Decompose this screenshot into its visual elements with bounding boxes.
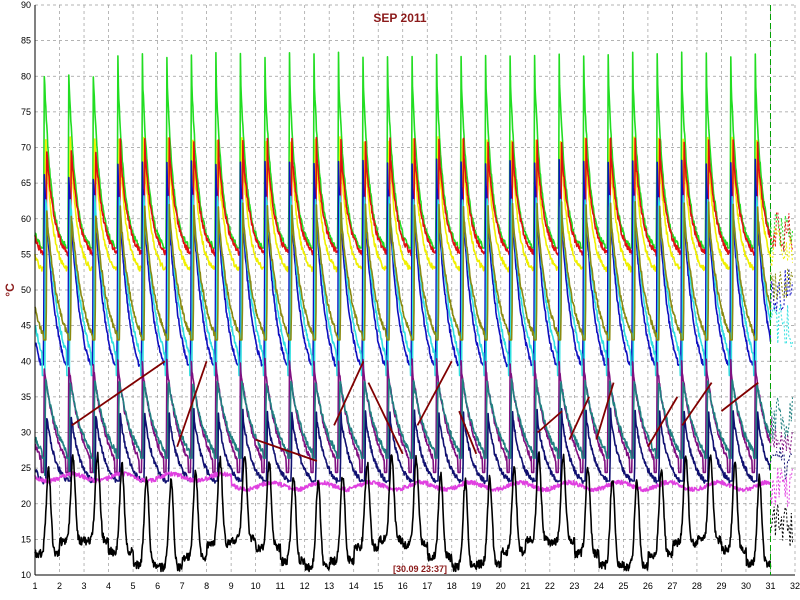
x-tick-label: 26 <box>643 581 653 591</box>
forecast-line-navy <box>770 446 793 480</box>
x-tick-label: 5 <box>131 581 136 591</box>
series-line-magenta <box>34 471 772 493</box>
x-tick-label: 1 <box>32 581 37 591</box>
x-tick-label: 20 <box>496 581 506 591</box>
forecast-line-cyan <box>770 304 793 347</box>
y-tick-label: 65 <box>21 178 31 188</box>
y-tick-label: 35 <box>21 392 31 402</box>
x-tick-label: 16 <box>398 581 408 591</box>
forecast-line-magenta <box>770 467 793 508</box>
x-tick-label: 4 <box>106 581 111 591</box>
x-tick-label: 9 <box>229 581 234 591</box>
series-line-black <box>34 451 772 573</box>
trend-segment <box>568 396 590 441</box>
x-tick-label: 17 <box>422 581 432 591</box>
y-tick-label: 15 <box>21 534 31 544</box>
x-tick-label: 31 <box>765 581 775 591</box>
y-tick-label: 80 <box>21 71 31 81</box>
y-tick-label: 60 <box>21 214 31 224</box>
x-tick-label: 22 <box>545 581 555 591</box>
x-tick-label: 8 <box>204 581 209 591</box>
y-tick-label: 45 <box>21 321 31 331</box>
y-tick-label: 30 <box>21 428 31 438</box>
forecast-line-red <box>770 211 793 252</box>
trend-segment <box>333 360 365 426</box>
trend-segment <box>416 360 453 426</box>
series-line-red <box>34 136 771 257</box>
forecast-line-green <box>770 213 793 253</box>
trend-segment <box>367 382 404 455</box>
trend-segment <box>176 360 208 448</box>
x-tick-label: 28 <box>692 581 702 591</box>
x-tick-label: 15 <box>373 581 383 591</box>
x-tick-label: 10 <box>251 581 261 591</box>
forecast-line-purple <box>770 417 793 453</box>
x-tick-label: 13 <box>324 581 334 591</box>
x-tick-label: 6 <box>155 581 160 591</box>
forecast-line-yellow <box>770 226 793 267</box>
x-tick-labels: 1 2 3 4 5 6 7 8 9 10 11 12 13 14 15 16 17 18 19 20 21 22 23 24 2… <box>32 581 800 591</box>
y-tick-label: 75 <box>21 107 31 117</box>
y-axis-label: °C <box>3 283 17 297</box>
x-tick-label: 32 <box>790 581 800 591</box>
x-tick-label: 7 <box>180 581 185 591</box>
x-tick-label: 19 <box>471 581 481 591</box>
y-tick-label: 40 <box>21 356 31 366</box>
y-tick-labels: 10 15 20 25 30 35 40 45 50 55 60 65 70 75 80 85 90 <box>21 0 31 580</box>
x-tick-label: 18 <box>447 581 457 591</box>
x-tick-label: 12 <box>300 581 310 591</box>
trend-segments <box>71 360 759 462</box>
x-tick-label: 27 <box>667 581 677 591</box>
trend-segment <box>458 410 478 455</box>
trend-segment <box>595 382 615 440</box>
y-tick-label: 10 <box>21 570 31 580</box>
series-lines <box>34 51 793 573</box>
trend-segment <box>255 438 318 462</box>
x-tick-label: 24 <box>594 581 604 591</box>
timestamp-label: [30.09 23:37] <box>393 564 447 574</box>
y-tick-label: 90 <box>21 0 31 10</box>
y-tick-label: 20 <box>21 499 31 509</box>
x-tick-label: 25 <box>618 581 628 591</box>
series-line-green <box>34 51 772 250</box>
series-line-olive <box>34 200 772 341</box>
trend-segment <box>720 381 759 412</box>
x-tick-label: 11 <box>275 581 284 591</box>
series-line-yellow <box>34 136 772 279</box>
y-tick-label: 85 <box>21 36 31 46</box>
x-tick-label: 3 <box>82 581 87 591</box>
trend-segment <box>71 360 166 427</box>
trend-segment <box>536 410 563 434</box>
trend-segment <box>681 382 713 426</box>
grid-lines <box>35 4 796 575</box>
forecast-line-black <box>770 504 793 547</box>
y-tick-label: 50 <box>21 285 31 295</box>
y-tick-label: 25 <box>21 463 31 473</box>
y-tick-label: 70 <box>21 143 31 153</box>
series-line-blue <box>34 158 772 368</box>
x-tick-label: 2 <box>57 581 62 591</box>
x-tick-label: 23 <box>569 581 579 591</box>
series-line-teal <box>34 378 772 478</box>
x-tick-label: 21 <box>520 581 530 591</box>
y-tick-label: 55 <box>21 249 31 259</box>
chart-title: SEP 2011 <box>373 11 426 25</box>
forecast-line-teal <box>770 397 793 440</box>
forecast-line-olive <box>770 268 793 301</box>
x-tick-label: 30 <box>741 581 751 591</box>
x-tick-label: 29 <box>716 581 726 591</box>
series-line-cyan <box>34 194 772 401</box>
series-line-navy <box>34 407 771 485</box>
x-tick-label: 14 <box>349 581 359 591</box>
trend-segment <box>647 396 679 448</box>
